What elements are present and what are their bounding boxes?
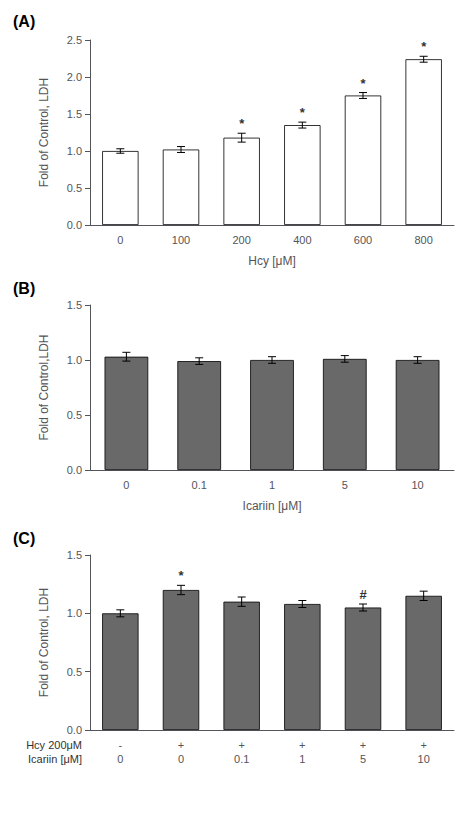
svg-text:(C): (C) bbox=[13, 530, 35, 547]
svg-text:0.5: 0.5 bbox=[67, 666, 82, 678]
svg-text:1: 1 bbox=[269, 479, 275, 491]
svg-text:5: 5 bbox=[342, 479, 348, 491]
svg-text:*: * bbox=[300, 105, 306, 120]
svg-text:Icariin [μM]: Icariin [μM] bbox=[28, 753, 82, 765]
svg-text:Fold of Control, LDH: Fold of Control, LDH bbox=[37, 78, 51, 187]
svg-text:0.5: 0.5 bbox=[67, 182, 82, 194]
svg-text:+: + bbox=[299, 739, 305, 751]
svg-text:2.0: 2.0 bbox=[67, 71, 82, 83]
svg-text:*: * bbox=[421, 39, 427, 54]
svg-text:Hcy [μM]: Hcy [μM] bbox=[248, 254, 296, 268]
svg-text:100: 100 bbox=[172, 234, 190, 246]
svg-text:1.5: 1.5 bbox=[67, 299, 82, 311]
svg-text:0: 0 bbox=[117, 234, 123, 246]
svg-text:Hcy 200μM: Hcy 200μM bbox=[26, 739, 82, 751]
svg-text:Icariin [μM]: Icariin [μM] bbox=[243, 499, 302, 513]
svg-text:0.1: 0.1 bbox=[192, 479, 207, 491]
svg-text:5: 5 bbox=[360, 753, 366, 765]
svg-text:1.0: 1.0 bbox=[67, 607, 82, 619]
svg-text:Fold of Control,LDH: Fold of Control,LDH bbox=[37, 334, 51, 440]
svg-text:400: 400 bbox=[293, 234, 311, 246]
svg-text:2.5: 2.5 bbox=[67, 34, 82, 46]
svg-text:(B): (B) bbox=[13, 280, 35, 297]
svg-text:+: + bbox=[420, 739, 426, 751]
svg-text:0.0: 0.0 bbox=[67, 219, 82, 231]
svg-text:-: - bbox=[118, 739, 122, 751]
svg-text:0: 0 bbox=[178, 753, 184, 765]
svg-text:1.0: 1.0 bbox=[67, 145, 82, 157]
svg-text:0.1: 0.1 bbox=[234, 753, 249, 765]
svg-text:1: 1 bbox=[299, 753, 305, 765]
svg-text:+: + bbox=[178, 739, 184, 751]
svg-text:#: # bbox=[359, 587, 367, 602]
svg-text:10: 10 bbox=[418, 753, 430, 765]
svg-text:*: * bbox=[178, 568, 184, 583]
svg-text:600: 600 bbox=[354, 234, 372, 246]
svg-text:*: * bbox=[239, 116, 245, 131]
svg-text:800: 800 bbox=[414, 234, 432, 246]
svg-text:0.0: 0.0 bbox=[67, 724, 82, 736]
svg-text:+: + bbox=[238, 739, 244, 751]
svg-text:10: 10 bbox=[411, 479, 423, 491]
svg-text:1.5: 1.5 bbox=[67, 108, 82, 120]
svg-text:+: + bbox=[360, 739, 366, 751]
svg-text:(A): (A) bbox=[13, 13, 35, 30]
svg-text:*: * bbox=[360, 76, 366, 91]
svg-text:0: 0 bbox=[117, 753, 123, 765]
svg-text:Fold of Control, LDH: Fold of Control, LDH bbox=[37, 588, 51, 697]
svg-text:1.5: 1.5 bbox=[67, 549, 82, 561]
svg-text:0.0: 0.0 bbox=[67, 464, 82, 476]
svg-text:200: 200 bbox=[232, 234, 250, 246]
svg-text:1.0: 1.0 bbox=[67, 354, 82, 366]
svg-text:0: 0 bbox=[123, 479, 129, 491]
svg-text:0.5: 0.5 bbox=[67, 409, 82, 421]
